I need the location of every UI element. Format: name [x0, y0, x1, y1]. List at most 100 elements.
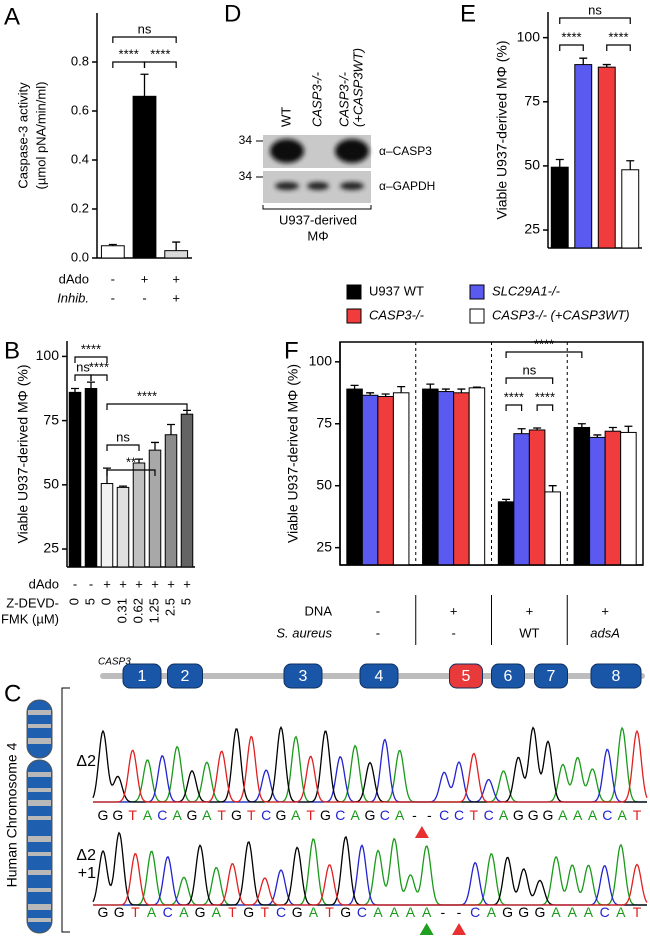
exon: [449, 663, 483, 689]
row-value: +: [151, 576, 159, 591]
row-value: +: [601, 603, 609, 618]
y-tick-label: 0.0: [71, 249, 89, 264]
row-value: WT: [519, 625, 539, 640]
sig-bracket: [106, 403, 188, 410]
row-label: DNA: [305, 603, 333, 618]
exon: [534, 663, 568, 689]
bar: [437, 391, 455, 566]
sig-label: ****: [89, 359, 109, 374]
bar: [468, 387, 486, 566]
error-bar: [172, 241, 181, 251]
row-label: Z-DEVD-: [6, 595, 59, 610]
blot-band: [340, 182, 364, 190]
legend-swatch: [346, 308, 362, 324]
bracket: [262, 205, 372, 210]
cell-label: U937-derived: [279, 212, 357, 227]
row-value: 5: [178, 598, 193, 605]
row-value: 0: [98, 598, 113, 605]
bar: [589, 436, 606, 566]
bar: [84, 388, 98, 568]
sig-bracket: [112, 36, 177, 43]
sig-bracket: [559, 44, 584, 51]
error-bar: [151, 441, 159, 451]
bar: [574, 64, 593, 249]
bar: [550, 166, 569, 249]
bar: [597, 66, 616, 249]
bracket: [61, 687, 70, 933]
bar: [422, 388, 439, 566]
row-label: dAdo: [59, 271, 89, 286]
row-value: +: [450, 603, 458, 618]
error-bar: [183, 409, 191, 415]
error-bar: [472, 386, 481, 388]
blot-band: [270, 139, 304, 163]
sig-bracket: [106, 469, 156, 476]
track-label: Δ2: [76, 847, 96, 864]
sig-label: ns: [76, 359, 90, 374]
panel-letter: E: [460, 0, 476, 27]
error-bar: [579, 57, 588, 65]
row-label: dAdo: [29, 576, 59, 591]
bar: [377, 396, 394, 566]
sig-bracket: [536, 404, 554, 411]
y-axis-label: Viable U937-derived MΦ (%): [15, 365, 31, 544]
row-value: -: [451, 625, 455, 640]
y-tick-label: 100: [517, 28, 541, 44]
sig-label: **: [126, 454, 136, 469]
bar: [100, 245, 125, 259]
error-bar: [426, 383, 435, 390]
bar: [68, 391, 82, 568]
lane-label: CASP3-/-: [336, 71, 351, 127]
bar: [164, 434, 178, 568]
sig-bracket: [143, 61, 177, 68]
row-value: +: [526, 603, 534, 618]
antibody-label: α–CASP3: [379, 144, 432, 158]
exon-label: 1: [138, 668, 147, 685]
indel-marker: [414, 826, 429, 838]
error-bar: [119, 485, 127, 488]
blot-band: [307, 182, 329, 190]
error-bar: [608, 426, 617, 432]
sig-label: ****: [150, 46, 170, 61]
blot-band: [335, 139, 369, 163]
y-tick-label: 100: [36, 347, 60, 363]
error-bar: [548, 485, 557, 492]
bar: [544, 491, 561, 566]
lane-label: CASP3-/-: [309, 71, 324, 127]
chromosome: [26, 699, 53, 934]
sig-bracket: [74, 356, 108, 363]
y-tick-label: 75: [524, 92, 540, 108]
sig-label: ****: [534, 336, 554, 351]
error-bar: [577, 423, 586, 428]
row-label: S. aureus: [276, 625, 332, 640]
row-value: 0.31: [114, 598, 129, 623]
y-axis-label: Caspase-3 activity: [15, 82, 30, 189]
sig-bracket: [606, 44, 631, 51]
sig-bracket: [559, 17, 631, 24]
row-value: adsA: [590, 625, 620, 640]
exon: [122, 663, 162, 689]
error-bar: [626, 160, 635, 170]
sig-bracket: [112, 61, 146, 68]
track-label: Δ2: [76, 753, 96, 770]
sig-label: ****: [561, 29, 581, 44]
cell-label: MΦ: [307, 228, 328, 243]
error-bar: [517, 428, 526, 434]
trace: [93, 729, 648, 803]
row-value: -: [73, 576, 77, 591]
frame: [339, 341, 644, 566]
row-value: +: [103, 576, 111, 591]
legend-swatch: [346, 284, 362, 300]
panel-letter: F: [284, 337, 299, 364]
row-value: +: [183, 576, 191, 591]
legend-label: CASP3-/- (+CASP3WT): [492, 307, 630, 322]
y-axis-label: Viable U937-derived MΦ (%): [494, 41, 510, 220]
chromosome-label: Human Chromosome 4: [4, 742, 20, 887]
y-tick-label: 25: [43, 540, 59, 556]
row-label: FMK (µM): [1, 611, 59, 626]
error-bar: [350, 384, 359, 390]
gene-label: CASP3: [98, 657, 131, 668]
exon-label: 7: [547, 668, 556, 685]
row-value: +: [119, 576, 127, 591]
